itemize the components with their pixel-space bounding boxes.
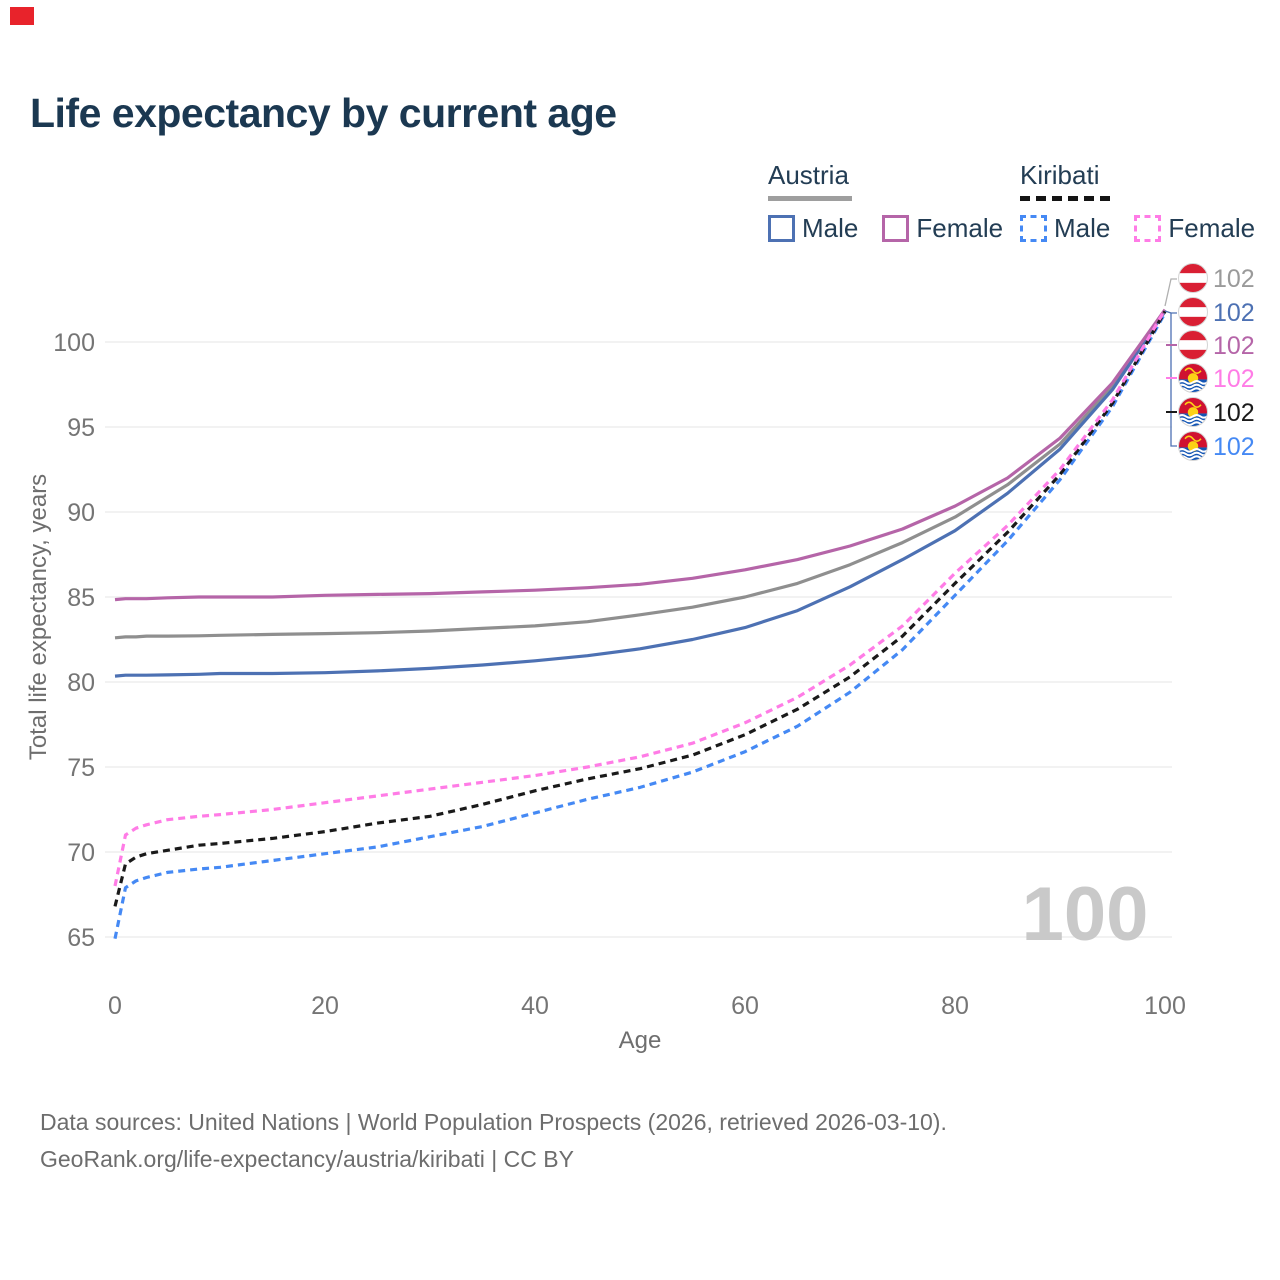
legend-group-austria: Austria Male Female [768, 160, 1003, 244]
series-line-austria-male[interactable] [114, 310, 1167, 678]
footer-sources: Data sources: United Nations | World Pop… [40, 1109, 947, 1135]
y-tick-65: 65 [67, 924, 95, 952]
x-tick-100: 100 [1144, 992, 1186, 1020]
watermark-age-100: 100 [1022, 872, 1149, 957]
page-title: Life expectancy by current age [30, 90, 617, 136]
kiribati-flag-icon [1178, 363, 1208, 393]
series-line-kiribati[interactable] [113, 310, 1167, 907]
x-axis-label: Age [619, 1027, 662, 1054]
red-marker [10, 7, 34, 25]
austria-flag-icon [1178, 330, 1208, 360]
legend: Austria Male Female Kiribati Male [0, 160, 1280, 243]
x-tick-0: 0 [108, 992, 122, 1020]
kiribati-line-style-icon [1020, 196, 1110, 201]
legend-group-kiribati: Kiribati Male Female [1020, 160, 1255, 244]
series-line-austria-female[interactable] [114, 308, 1167, 602]
y-tick-70: 70 [67, 839, 95, 867]
series-line-austria[interactable] [114, 309, 1167, 640]
end-value-label: 102 [1213, 399, 1255, 427]
y-tick-90: 90 [67, 499, 95, 527]
series-line-kiribati-male[interactable] [113, 312, 1167, 940]
y-tick-85: 85 [67, 584, 95, 612]
end-value-label: 102 [1213, 365, 1255, 393]
end-value-label: 102 [1213, 332, 1255, 360]
kiribati-female-swatch-icon [1134, 215, 1162, 242]
x-tick-20: 20 [311, 992, 339, 1020]
legend-item-label: Female [1168, 213, 1256, 243]
legend-item-kiribati-male[interactable]: Male [1020, 213, 1110, 244]
legend-item-austria-female[interactable]: Female [882, 213, 1003, 244]
connector-gray [1164, 278, 1177, 307]
austria-flag-icon [1178, 263, 1208, 293]
legend-item-kiribati-female[interactable]: Female [1134, 213, 1255, 244]
connector-blue [1164, 310, 1177, 447]
y-tick-75: 75 [67, 754, 95, 782]
legend-item-label: Female [916, 213, 1004, 243]
legend-item-label: Male [802, 213, 859, 243]
x-tick-40: 40 [521, 992, 549, 1020]
legend-item-austria-male[interactable]: Male [768, 213, 858, 244]
x-tick-60: 60 [731, 992, 759, 1020]
austria-female-swatch-icon [882, 215, 910, 242]
legend-country-kiribati[interactable]: Kiribati [1020, 160, 1100, 190]
austria-flag-icon [1178, 297, 1208, 327]
kiribati-flag-icon [1178, 397, 1208, 427]
y-axis-label: Total life expectancy, years [25, 474, 52, 760]
x-tick-80: 80 [941, 992, 969, 1020]
footer: Data sources: United Nations | World Pop… [40, 1104, 947, 1178]
end-value-label: 102 [1213, 433, 1255, 461]
end-value-label: 102 [1213, 299, 1255, 327]
austria-male-swatch-icon [768, 215, 795, 242]
y-tick-95: 95 [67, 414, 95, 442]
legend-country-austria[interactable]: Austria [768, 160, 849, 190]
y-tick-80: 80 [67, 669, 95, 697]
kiribati-male-swatch-icon [1020, 215, 1047, 242]
footer-url: GeoRank.org/life-expectancy/austria/kiri… [40, 1146, 574, 1172]
series-line-kiribati-female[interactable] [113, 308, 1167, 887]
legend-item-label: Male [1054, 213, 1111, 243]
kiribati-flag-icon [1178, 431, 1208, 461]
end-value-label: 102 [1213, 265, 1255, 293]
y-tick-100: 100 [53, 329, 95, 357]
austria-line-style-icon [768, 196, 852, 201]
